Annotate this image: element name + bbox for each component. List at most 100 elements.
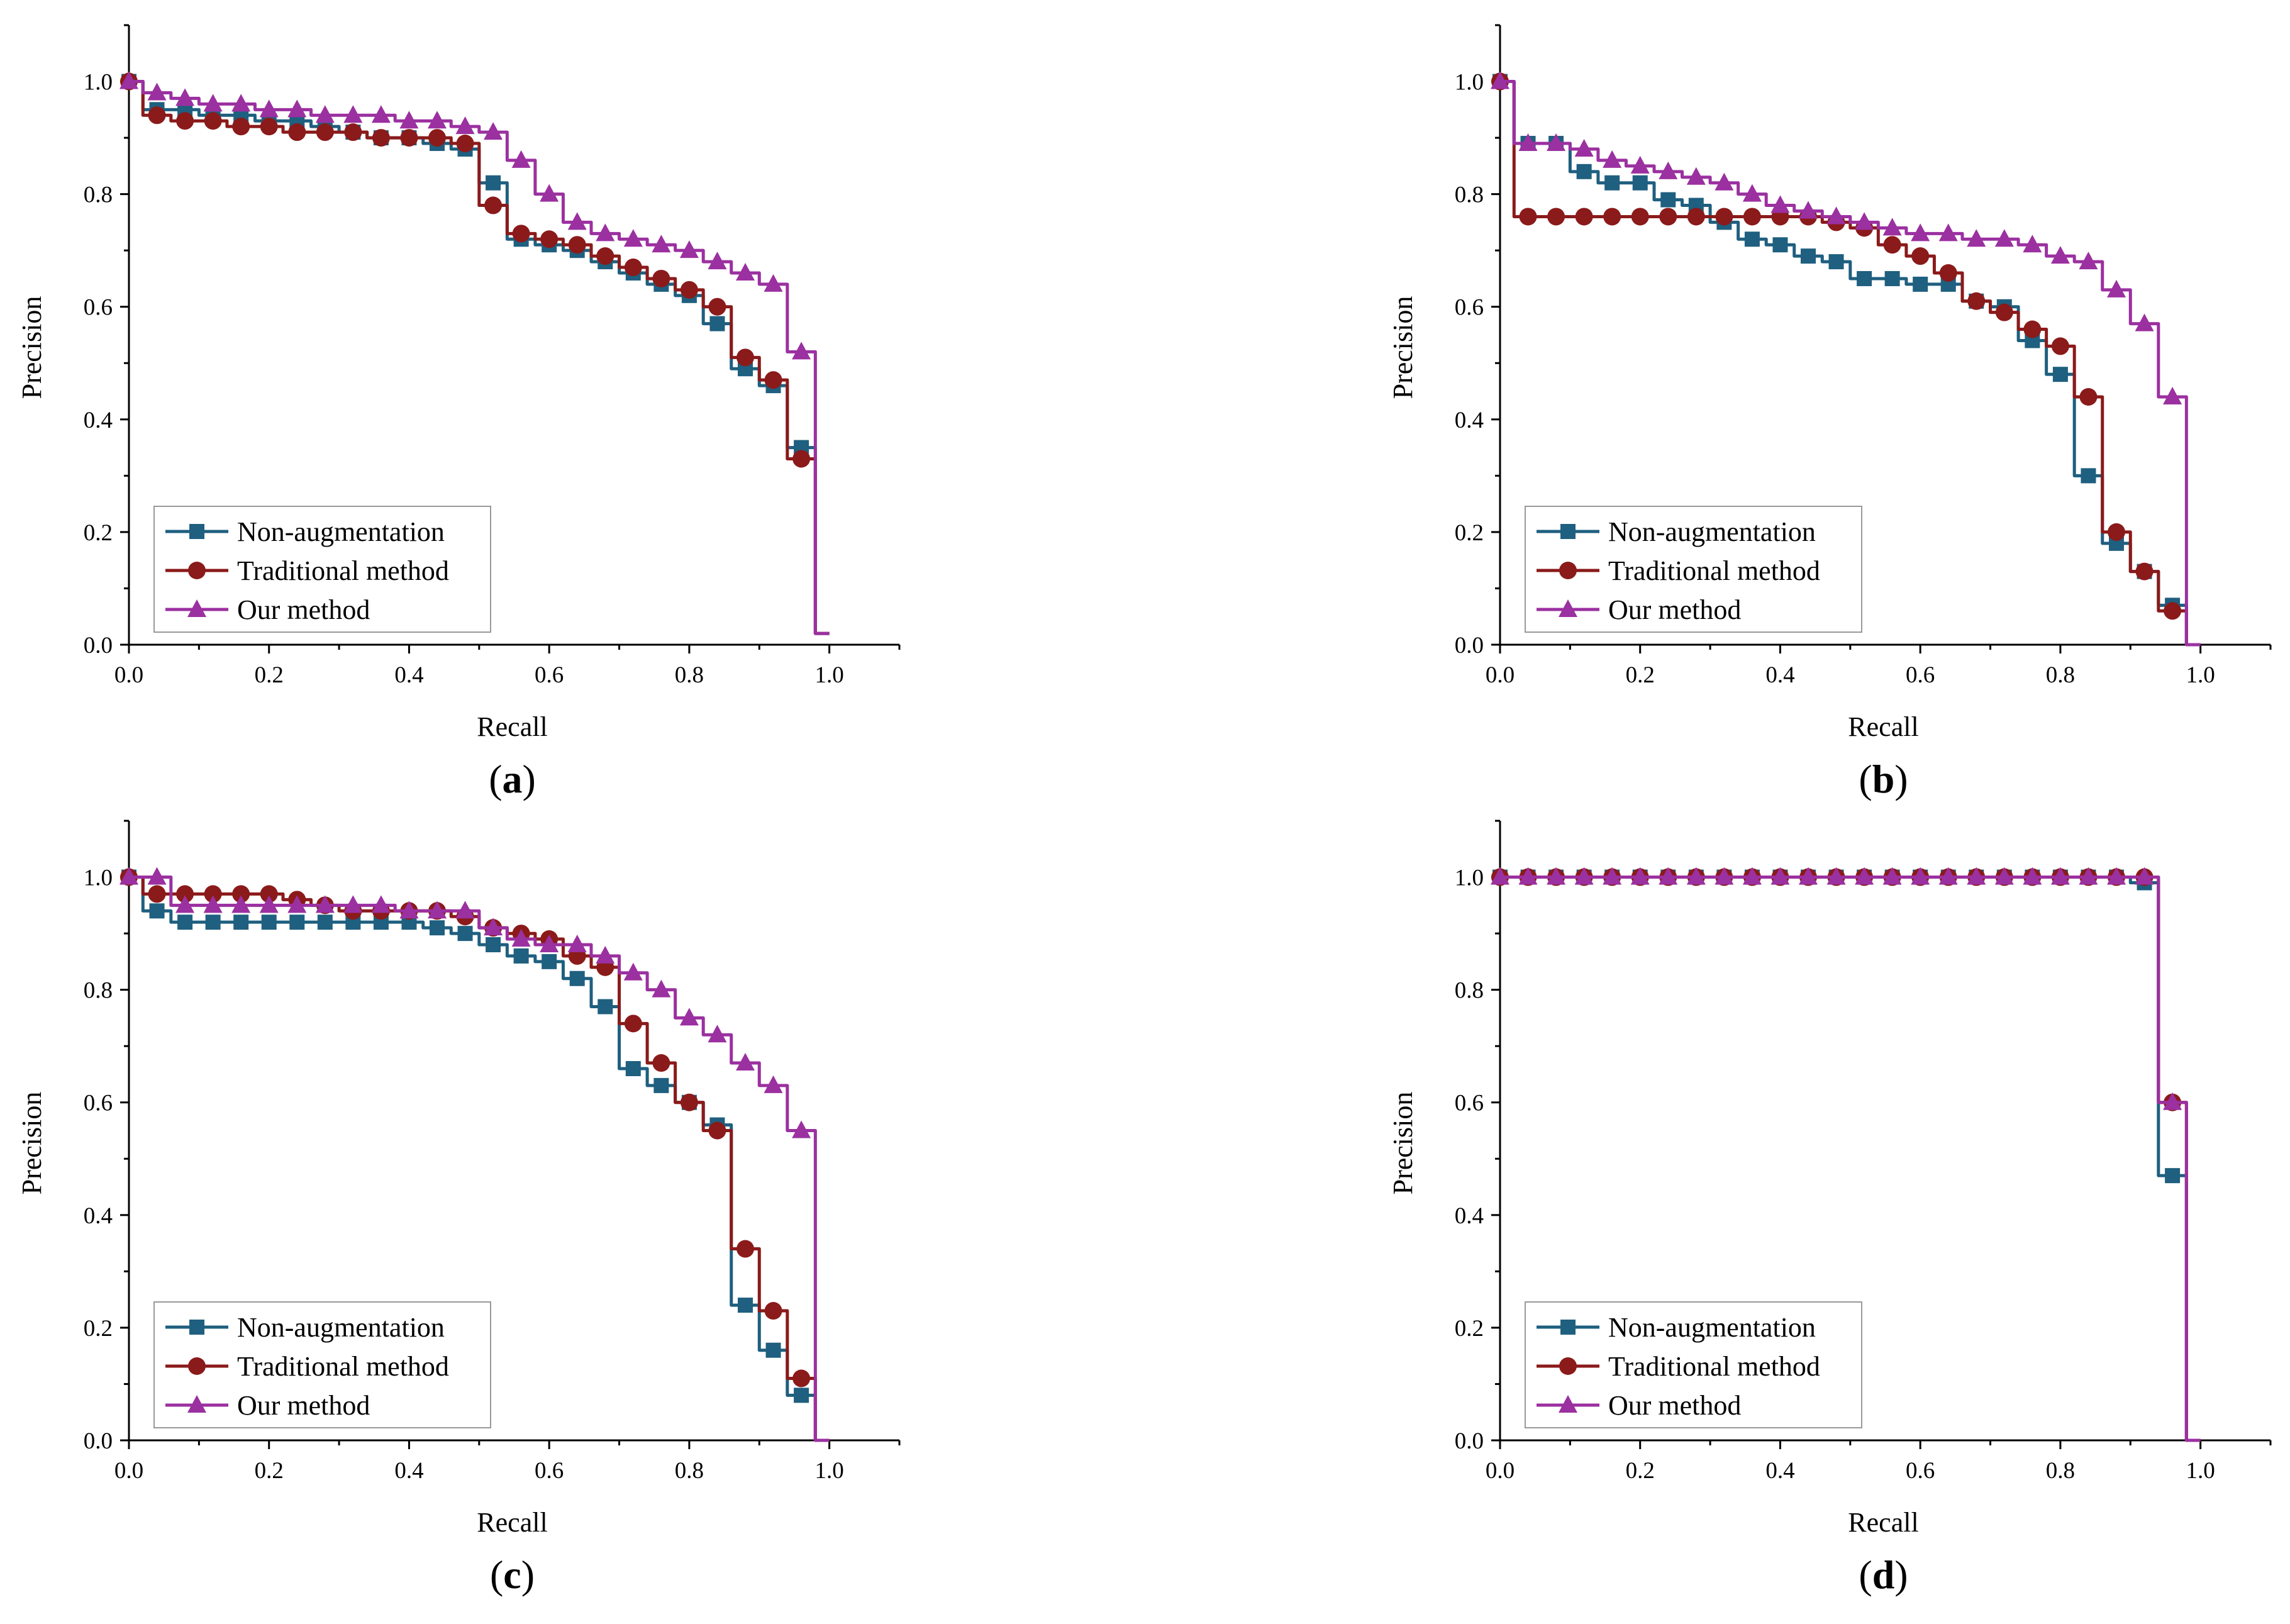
data-point — [2052, 367, 2068, 382]
y-tick-label: 0.6 — [84, 295, 113, 321]
data-point — [709, 316, 725, 331]
data-point — [708, 1025, 727, 1043]
data-point — [486, 937, 501, 952]
y-tick-label: 0.4 — [84, 408, 113, 433]
data-point — [736, 263, 755, 281]
x-tick-label: 0.4 — [1765, 662, 1794, 688]
data-point — [1911, 223, 1930, 242]
data-point — [2164, 602, 2182, 620]
data-point — [652, 979, 671, 998]
y-tick-label: 0.0 — [1455, 1428, 1484, 1454]
x-axis-title: Recall — [477, 1507, 547, 1538]
data-point — [1967, 867, 1986, 885]
data-point — [399, 901, 419, 919]
legend-swatch-marker — [187, 599, 206, 617]
data-point — [764, 1075, 783, 1093]
x-tick-label: 0.4 — [1765, 1458, 1794, 1484]
data-point — [1491, 867, 1509, 885]
y-tick-label: 1.0 — [84, 865, 113, 891]
y-tick-label: 0.4 — [1455, 408, 1484, 433]
x-tick-label: 1.0 — [815, 1458, 844, 1484]
chart-panel-b: 0.0 0.2 0.4 0.6 0.8 1.0 0.0 0.2 0.4 0.6 0.8 1.0 Reca… — [1387, 24, 2272, 801]
data-point — [1772, 237, 1788, 253]
chart-panel-c: 0.0 0.2 0.4 0.6 0.8 1.0 0.0 0.2 0.4 0.6 0.8 1.0 Reca… — [16, 820, 901, 1597]
data-point — [567, 935, 587, 952]
legend-swatch-marker — [187, 1395, 206, 1413]
data-point — [625, 1061, 641, 1076]
data-point — [1744, 231, 1760, 247]
data-point — [2079, 388, 2098, 406]
data-point — [2079, 867, 2098, 885]
data-point — [1994, 867, 2014, 885]
data-point — [232, 885, 250, 903]
data-point — [204, 885, 222, 903]
x-tick-label: 0.8 — [2046, 662, 2075, 688]
x-tick-label: 0.8 — [2046, 1458, 2075, 1484]
data-point — [484, 196, 503, 214]
data-point — [316, 123, 334, 142]
data-point — [203, 94, 223, 112]
data-point — [1826, 867, 1846, 885]
data-point — [2165, 1168, 2181, 1184]
data-point — [792, 1369, 811, 1388]
data-point — [120, 867, 138, 885]
y-tick-label: 0.8 — [84, 978, 113, 1004]
data-point — [1715, 867, 1734, 885]
y-tick-label: 0.8 — [84, 182, 113, 208]
data-point — [568, 236, 586, 254]
chart-panel-d: 0.0 0.2 0.4 0.6 0.8 1.0 0.0 0.2 0.4 0.6 0.8 1.0 Reca… — [1387, 820, 2272, 1597]
x-tick-label: 1.0 — [815, 662, 844, 688]
data-point — [2107, 867, 2126, 885]
y-tick-label: 0.6 — [1455, 295, 1484, 321]
y-tick-label: 1.0 — [1455, 70, 1484, 96]
data-point — [652, 269, 670, 287]
data-point — [261, 915, 277, 930]
legend-label: Traditional method — [1608, 555, 1820, 586]
data-point — [287, 895, 307, 913]
data-point — [792, 342, 811, 360]
data-point — [1604, 175, 1620, 191]
data-point — [1659, 208, 1677, 226]
x-tick-label: 0.8 — [675, 1458, 704, 1484]
data-point — [1660, 192, 1676, 208]
x-tick-label: 0.2 — [1626, 1458, 1655, 1484]
data-point — [428, 111, 447, 129]
legend-label: Non-augmentation — [237, 516, 445, 547]
data-point — [680, 1093, 698, 1111]
data-point — [679, 1008, 699, 1026]
legend: Non-augmentation Traditional method Our me… — [1525, 506, 1862, 633]
data-point — [484, 122, 503, 140]
y-tick-label: 0.0 — [1455, 633, 1484, 659]
legend-label: Non-augmentation — [1608, 516, 1816, 547]
x-tick-label: 0.0 — [114, 662, 143, 688]
series-triangle — [1491, 71, 2201, 647]
y-axis-title: Precision — [1387, 1092, 1418, 1195]
data-point — [1743, 208, 1761, 226]
y-axis-title: Precision — [16, 1092, 47, 1195]
y-axis-title: Precision — [1387, 296, 1418, 399]
data-point — [764, 371, 782, 389]
data-point — [289, 915, 305, 930]
x-tick-label: 0.0 — [114, 1458, 143, 1484]
data-point — [260, 118, 278, 136]
data-point — [764, 274, 783, 292]
data-point — [1518, 867, 1538, 885]
data-point — [288, 123, 306, 142]
legend-swatch-marker — [1559, 1357, 1577, 1375]
data-point — [399, 111, 419, 129]
x-tick-label: 0.6 — [1906, 1458, 1935, 1484]
legend-label: Non-augmentation — [237, 1312, 445, 1343]
data-point — [1632, 175, 1648, 191]
x-tick-label: 1.0 — [2186, 662, 2215, 688]
data-point — [708, 298, 726, 316]
panel-label: (a) — [489, 757, 536, 801]
data-point — [2135, 313, 2154, 331]
data-point — [1967, 229, 1986, 247]
data-point — [1826, 206, 1846, 225]
data-point — [624, 1015, 642, 1033]
y-tick-label: 0.0 — [84, 633, 113, 659]
data-point — [231, 94, 251, 112]
data-point — [1882, 867, 1902, 885]
y-tick-label: 0.4 — [84, 1203, 113, 1229]
